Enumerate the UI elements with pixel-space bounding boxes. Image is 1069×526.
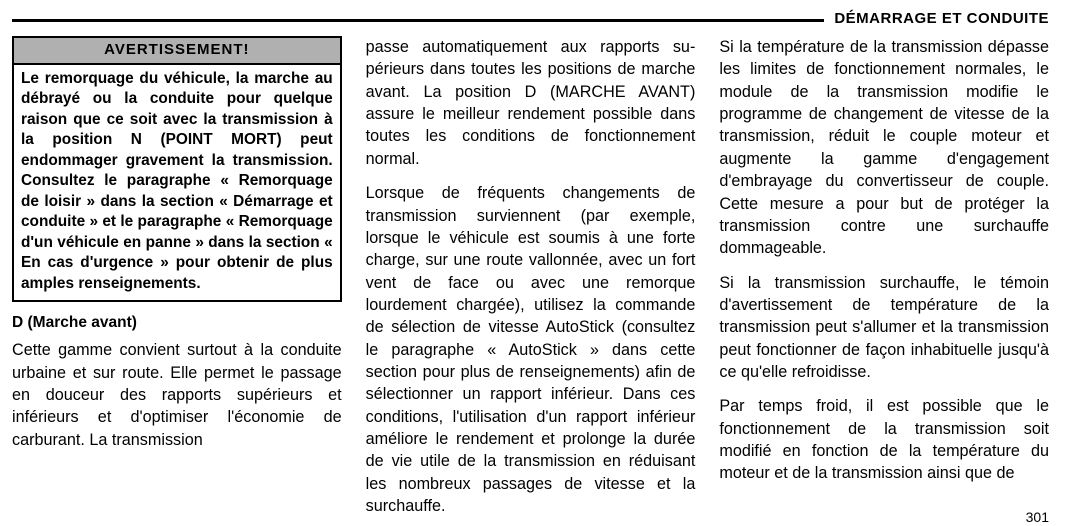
paragraph: Si la température de la transmission dé­…: [719, 36, 1049, 260]
column-3: Si la température de la transmission dé­…: [719, 36, 1049, 496]
paragraph: Si la transmission surchauffe, le témoin…: [719, 272, 1049, 384]
section-header: DÉMARRAGE ET CONDUITE: [12, 10, 1049, 28]
text-columns: AVERTISSEMENT! Le remorquage du véhicule…: [12, 36, 1049, 496]
warning-box: AVERTISSEMENT! Le remorquage du véhicule…: [12, 36, 342, 302]
manual-page: DÉMARRAGE ET CONDUITE AVERTISSEMENT! Le …: [0, 0, 1069, 526]
page-number: 301: [1026, 509, 1049, 525]
paragraph: Par temps froid, il est possible que le …: [719, 395, 1049, 484]
paragraph: passe automatiquement aux rapports su­pé…: [366, 36, 696, 170]
paragraph: Cette gamme convient surtout à la condui…: [12, 339, 342, 451]
paragraph: Lorsque de fréquents changements de tran…: [366, 182, 696, 517]
warning-title: AVERTISSEMENT!: [14, 38, 340, 65]
subheading-d-marche-avant: D (Marche avant): [12, 312, 342, 333]
warning-body: Le remorquage du véhicule, la marche au …: [14, 65, 340, 300]
column-2: passe automatiquement aux rapports su­pé…: [366, 36, 696, 496]
section-title: DÉMARRAGE ET CONDUITE: [824, 10, 1049, 27]
column-1: AVERTISSEMENT! Le remorquage du véhicule…: [12, 36, 342, 496]
